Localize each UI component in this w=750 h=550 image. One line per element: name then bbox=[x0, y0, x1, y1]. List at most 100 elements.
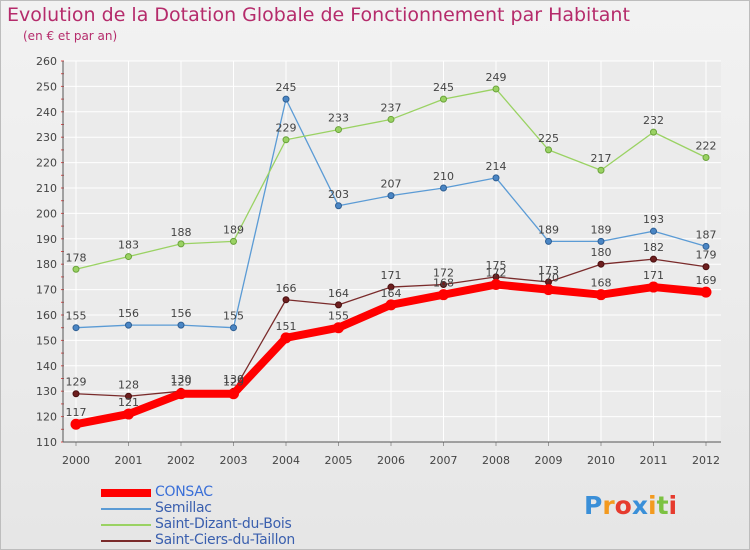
data-label-consac: 117 bbox=[66, 406, 87, 419]
data-point-semillac bbox=[597, 237, 605, 245]
data-label-semillac: 210 bbox=[433, 170, 454, 183]
y-tick-label: 200 bbox=[36, 207, 57, 220]
data-label-saint-ciers-du-taillon: 180 bbox=[591, 246, 612, 259]
data-point-semillac bbox=[72, 324, 80, 332]
data-point-consac bbox=[385, 299, 397, 311]
data-point-consac bbox=[490, 279, 502, 291]
data-point-saint-ciers-du-taillon bbox=[282, 296, 290, 304]
data-point-saint-ciers-du-taillon bbox=[597, 260, 605, 268]
data-point-consac bbox=[333, 322, 344, 334]
data-point-saint-dizant-du-bois bbox=[702, 154, 710, 162]
legend-label-consac: CONSAC bbox=[155, 484, 213, 500]
legend-swatch-saint-ciers-du-taillon bbox=[101, 540, 151, 542]
data-label-saint-ciers-du-taillon: 171 bbox=[381, 269, 402, 282]
data-label-semillac: 214 bbox=[486, 160, 507, 173]
data-point-consac bbox=[700, 286, 712, 298]
data-label-saint-dizant-du-bois: 232 bbox=[643, 114, 664, 127]
logo-letter: t bbox=[656, 491, 669, 520]
chart-title: Evolution de la Dotation Globale de Fonc… bbox=[7, 4, 630, 26]
logo-letter: i bbox=[648, 491, 657, 520]
x-tick-label: 2011 bbox=[640, 454, 668, 467]
x-tick-label: 2009 bbox=[535, 454, 563, 467]
data-point-saint-ciers-du-taillon bbox=[650, 255, 657, 263]
data-label-semillac: 187 bbox=[696, 228, 717, 241]
data-point-saint-dizant-du-bois bbox=[230, 237, 237, 245]
data-point-saint-dizant-du-bois bbox=[335, 126, 342, 134]
data-label-consac: 169 bbox=[696, 274, 717, 287]
data-label-saint-dizant-du-bois: 178 bbox=[66, 251, 87, 264]
legend-label-saint-ciers-du-taillon: Saint-Ciers-du-Taillon bbox=[155, 532, 295, 548]
data-label-saint-ciers-du-taillon: 128 bbox=[118, 378, 139, 391]
x-tick-label: 2008 bbox=[482, 454, 510, 467]
data-label-saint-dizant-du-bois: 217 bbox=[591, 152, 612, 165]
data-point-consac bbox=[280, 332, 292, 344]
data-label-saint-dizant-du-bois: 237 bbox=[381, 101, 402, 114]
data-point-saint-dizant-du-bois bbox=[177, 240, 185, 248]
data-label-semillac: 156 bbox=[171, 307, 192, 320]
y-tick-label: 110 bbox=[36, 436, 57, 449]
legend-label-semillac: Semillac bbox=[155, 500, 212, 516]
data-label-consac: 129 bbox=[223, 376, 244, 389]
data-label-saint-ciers-du-taillon: 130 bbox=[223, 373, 244, 386]
data-label-saint-ciers-du-taillon: 182 bbox=[643, 241, 664, 254]
data-label-semillac: 207 bbox=[381, 178, 402, 191]
data-point-consac bbox=[595, 289, 607, 301]
data-label-semillac: 189 bbox=[538, 223, 559, 236]
logo-letter: o bbox=[614, 491, 632, 520]
data-label-consac: 168 bbox=[591, 277, 612, 290]
data-point-semillac bbox=[230, 324, 237, 332]
x-tick-label: 2002 bbox=[167, 454, 195, 467]
y-tick-label: 160 bbox=[36, 309, 57, 322]
y-tick-label: 260 bbox=[36, 55, 57, 68]
data-label-saint-ciers-du-taillon: 164 bbox=[328, 287, 349, 300]
data-point-semillac bbox=[335, 202, 342, 210]
line-chart: 110 120 130 140 150 160 170 180 190 200 210 220 230 2… bbox=[36, 55, 721, 467]
x-tick-label: 2005 bbox=[325, 454, 353, 467]
data-label-saint-ciers-du-taillon: 179 bbox=[696, 249, 717, 262]
data-label-saint-dizant-du-bois: 233 bbox=[328, 112, 349, 125]
data-label-consac: 172 bbox=[486, 267, 507, 280]
data-label-saint-dizant-du-bois: 183 bbox=[118, 239, 139, 252]
plot-background bbox=[63, 61, 721, 442]
y-tick-label: 140 bbox=[36, 360, 57, 373]
y-tick-label: 210 bbox=[36, 182, 57, 195]
y-tick-label: 150 bbox=[36, 334, 57, 347]
data-point-saint-dizant-du-bois bbox=[72, 265, 80, 273]
data-label-consac: 121 bbox=[118, 396, 139, 409]
data-label-semillac: 189 bbox=[591, 223, 612, 236]
x-tick-label: 2007 bbox=[430, 454, 458, 467]
data-point-saint-dizant-du-bois bbox=[545, 146, 552, 154]
legend-swatch-consac bbox=[101, 489, 151, 497]
data-label-semillac: 245 bbox=[276, 81, 297, 94]
data-point-consac bbox=[175, 388, 187, 400]
data-point-consac bbox=[123, 408, 134, 420]
logo-letter: x bbox=[631, 491, 648, 520]
data-label-saint-dizant-du-bois: 245 bbox=[433, 81, 454, 94]
y-tick-label: 130 bbox=[36, 385, 57, 398]
y-tick-label: 250 bbox=[36, 80, 57, 93]
data-point-semillac bbox=[125, 321, 132, 329]
legend-swatch-saint-dizant-du-bois bbox=[101, 524, 151, 526]
x-tick-label: 2004 bbox=[272, 454, 300, 467]
x-tick-label: 2010 bbox=[587, 454, 615, 467]
data-label-saint-ciers-du-taillon: 166 bbox=[276, 282, 297, 295]
data-label-consac: 129 bbox=[171, 376, 192, 389]
data-point-saint-dizant-du-bois bbox=[492, 85, 500, 93]
data-point-saint-ciers-du-taillon bbox=[702, 263, 710, 271]
data-point-saint-ciers-du-taillon bbox=[125, 392, 132, 400]
data-label-consac: 171 bbox=[643, 269, 664, 282]
data-point-saint-ciers-du-taillon bbox=[72, 390, 80, 398]
y-tick-label: 180 bbox=[36, 258, 57, 271]
data-label-semillac: 193 bbox=[643, 213, 664, 226]
data-point-saint-dizant-du-bois bbox=[125, 253, 132, 261]
data-label-saint-dizant-du-bois: 188 bbox=[171, 226, 192, 239]
data-label-saint-ciers-du-taillon: 172 bbox=[433, 267, 454, 280]
data-point-semillac bbox=[282, 95, 290, 103]
data-label-semillac: 155 bbox=[66, 310, 87, 323]
data-point-saint-dizant-du-bois bbox=[387, 115, 395, 123]
data-label-saint-ciers-du-taillon: 129 bbox=[66, 376, 87, 389]
proxiti-logo: Proxiti bbox=[584, 491, 677, 520]
grid-lines bbox=[63, 60, 721, 443]
data-point-saint-dizant-du-bois bbox=[597, 166, 605, 174]
